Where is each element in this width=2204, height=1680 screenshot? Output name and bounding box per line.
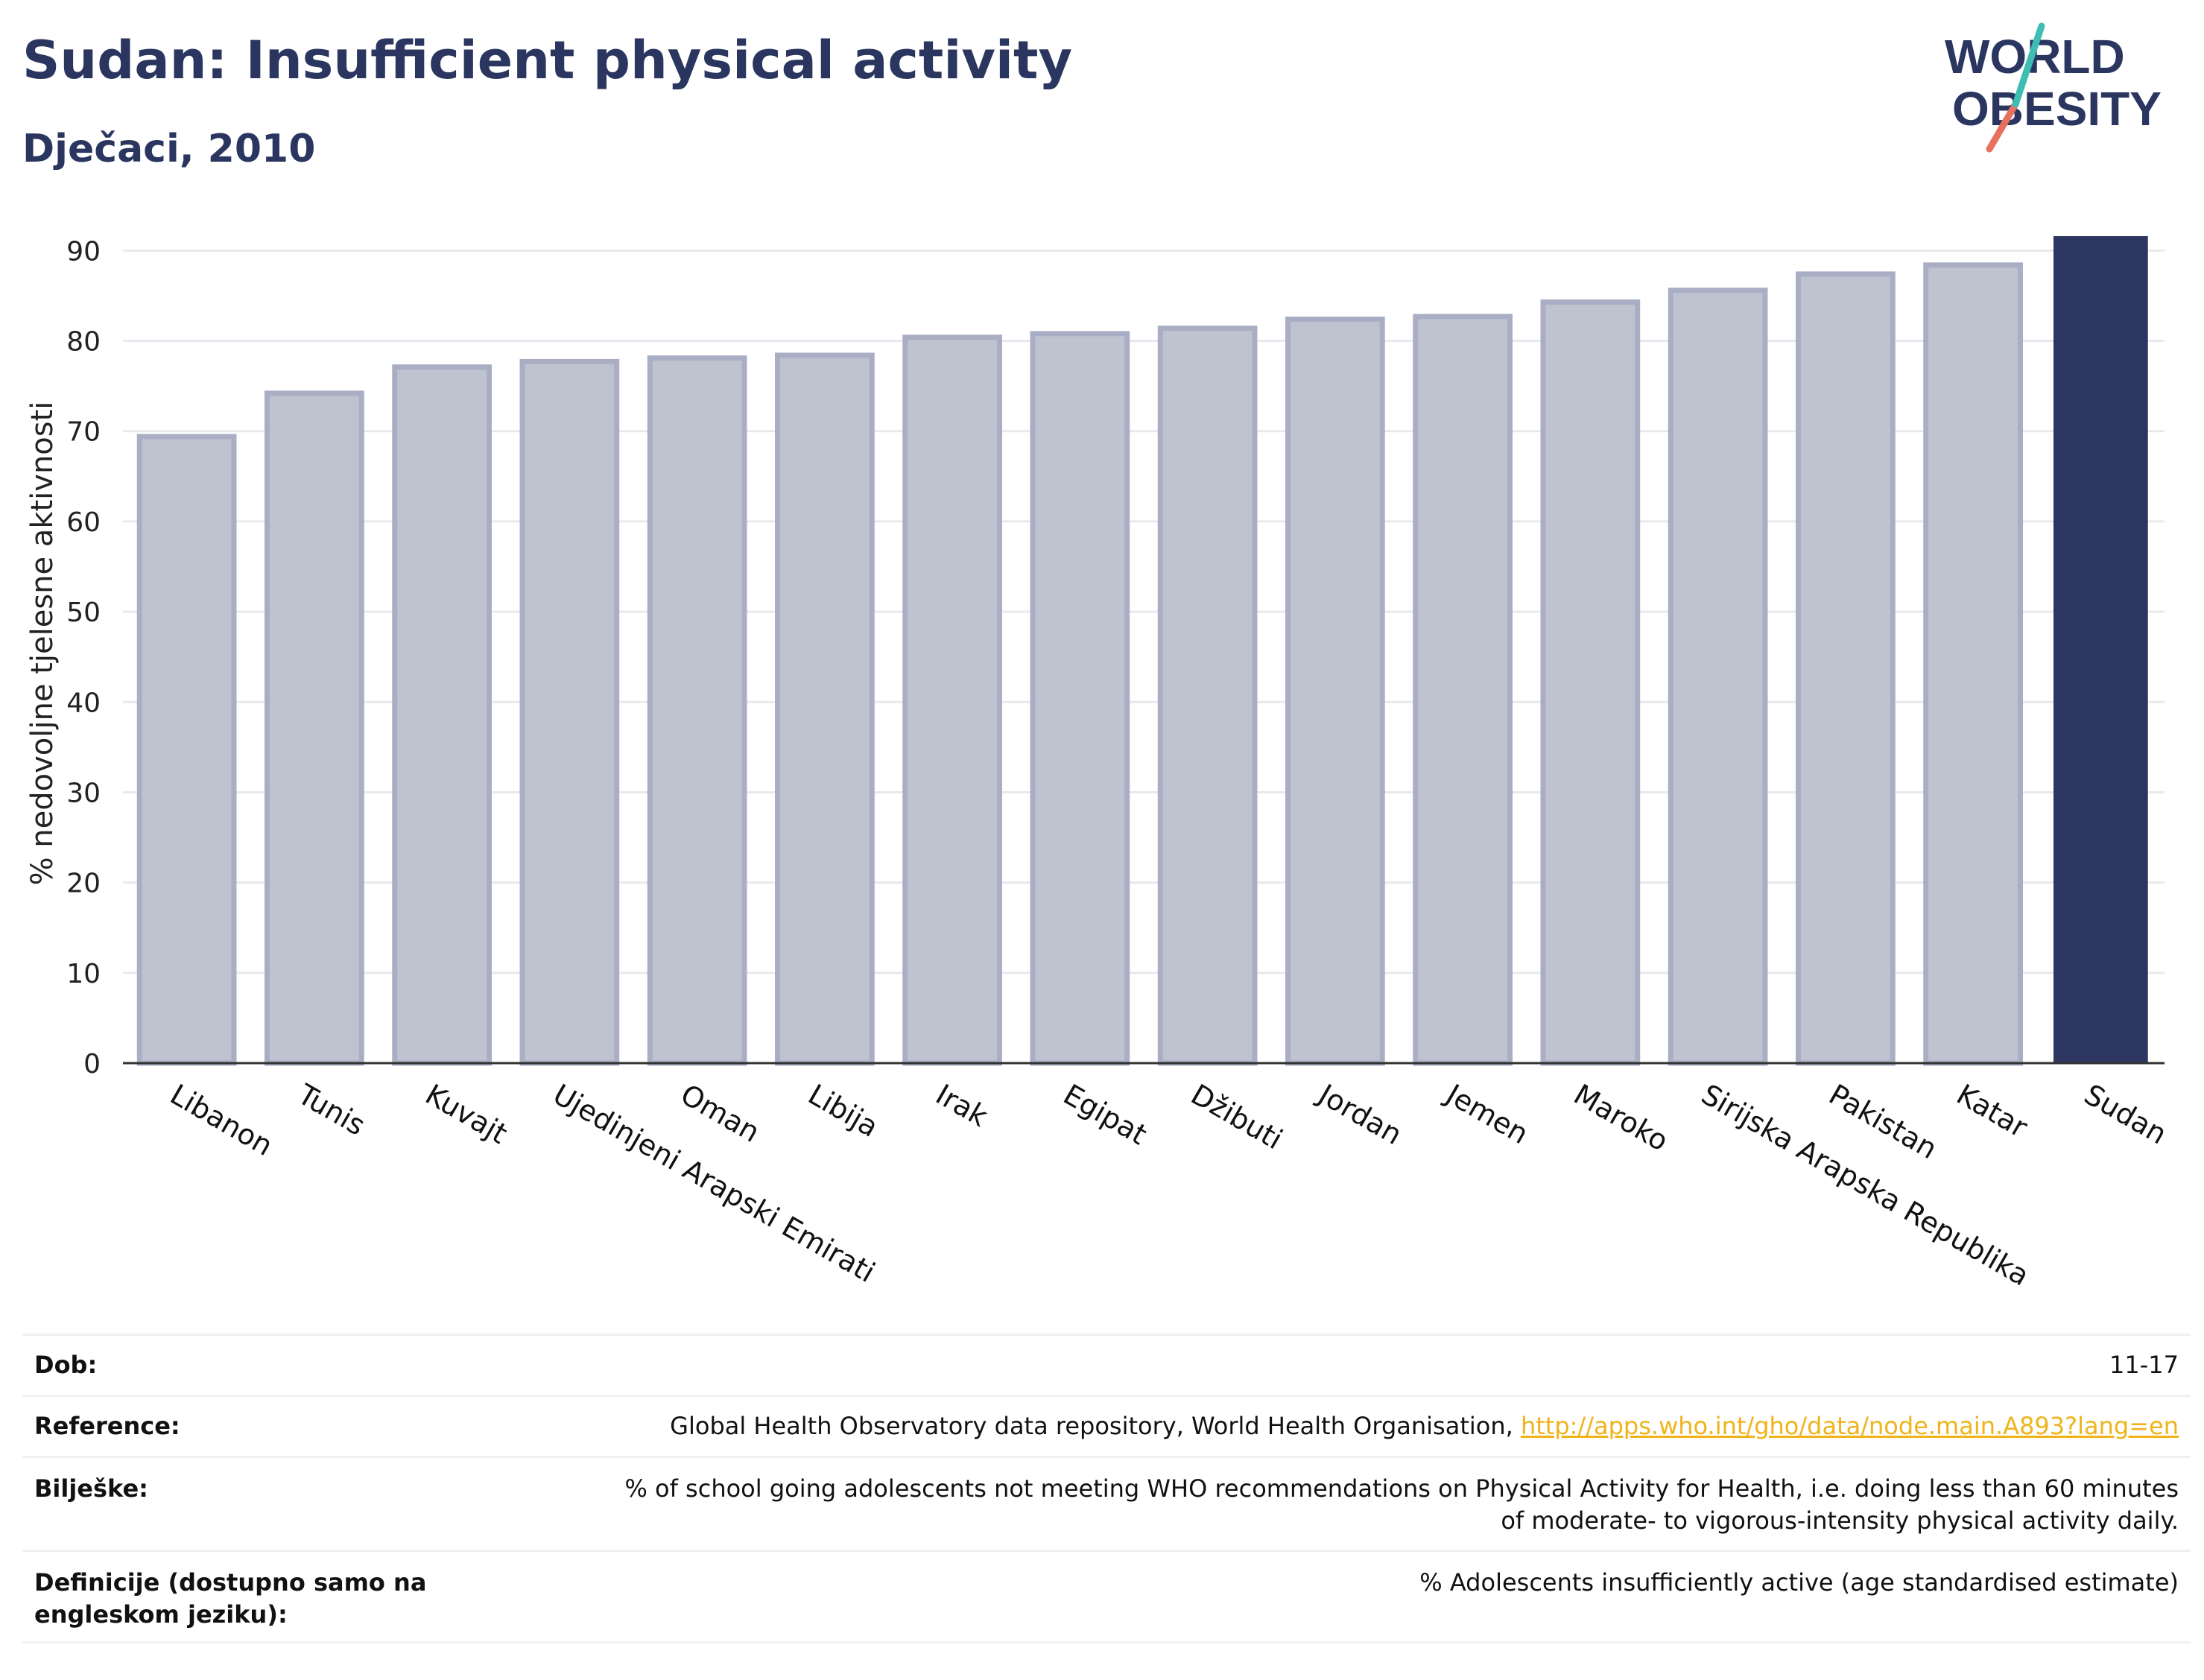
x-tick-label: Sudan <box>2079 1078 2173 1151</box>
y-tick-label: 20 <box>66 869 101 899</box>
logo-text-obesity: OBESITY <box>1952 82 2162 136</box>
meta-label-notes: Bilješke: <box>34 1474 148 1503</box>
y-axis-label: % nedovoljne tjelesne aktivnosti <box>25 402 60 886</box>
meta-value-reference: Global Health Observatory data repositor… <box>670 1410 2191 1442</box>
bar-oman <box>647 355 747 1066</box>
x-tick-label: Jemen <box>1440 1077 1534 1151</box>
bar-libanon <box>136 434 237 1066</box>
y-tick-label: 0 <box>83 1049 101 1080</box>
x-tick-label: Egipat <box>1058 1078 1153 1152</box>
reference-text: Global Health Observatory data repositor… <box>670 1412 1521 1440</box>
meta-row-age: Dob: 11-17 <box>22 1334 2191 1395</box>
bar-maroko <box>1540 299 1641 1066</box>
y-tick-label: 30 <box>66 778 101 808</box>
meta-row-reference: Reference: Global Health Observatory dat… <box>22 1395 2191 1456</box>
metadata-table: Dob: 11-17 Reference: Global Health Obse… <box>22 1334 2191 1643</box>
bar-jemen <box>1413 314 1513 1066</box>
meta-label-age: Dob: <box>34 1351 98 1379</box>
x-tick-label: Tunis <box>292 1077 371 1142</box>
bar-libija <box>775 352 875 1066</box>
bar-pakistan <box>1796 271 1896 1066</box>
x-tick-label: Katar <box>1951 1078 2033 1144</box>
x-tick-label: Kuvajt <box>420 1078 513 1150</box>
bar-sudan <box>2053 235 2148 1063</box>
y-tick-label: 60 <box>66 507 101 538</box>
bar-tunis <box>265 390 364 1066</box>
x-tick-label: Džibuti <box>1185 1078 1288 1156</box>
page-subtitle: Dječaci, 2010 <box>22 127 316 171</box>
bar-kuvajt <box>392 364 492 1066</box>
y-tick-label: 10 <box>66 959 101 989</box>
x-tick-label: Maroko <box>1568 1078 1674 1158</box>
x-tick-label: Libija <box>802 1078 884 1144</box>
meta-label-reference: Reference: <box>34 1412 180 1440</box>
y-tick-label: 40 <box>66 688 101 718</box>
x-tick-label: Jordan <box>1312 1077 1407 1152</box>
meta-value-definitions: % Adolescents insufficiently active (age… <box>1419 1568 2179 1597</box>
meta-row-definitions: Definicije (dostupno samo na engleskom j… <box>22 1550 2191 1643</box>
y-tick-label: 90 <box>66 236 101 267</box>
y-tick-label: 80 <box>66 327 101 358</box>
bar-katar <box>1923 262 2023 1066</box>
bar-egipat <box>1030 331 1130 1066</box>
meta-value-age: 11-17 <box>2109 1351 2179 1379</box>
meta-value-notes: % of school going adolescents not meetin… <box>624 1474 2179 1535</box>
reference-link[interactable]: http://apps.who.int/gho/data/node.main.A… <box>1520 1412 2179 1440</box>
x-tick-label: Irak <box>931 1078 993 1133</box>
meta-label-definitions: Definicije (dostupno samo na engleskom j… <box>34 1568 427 1629</box>
bar-ujedinjeni-arapski-emirati <box>519 358 620 1066</box>
y-tick-label: 50 <box>66 597 101 628</box>
meta-row-notes: Bilješke: % of school going adolescents … <box>22 1456 2191 1550</box>
bar-sirijska-arapska-republika <box>1668 288 1768 1066</box>
x-tick-label: Oman <box>675 1078 765 1149</box>
bar-chart: 0 10 20 30 40 50 60 70 80 90 % nedovoljne tjelesne… <box>25 235 2173 1293</box>
bar-jordan <box>1285 316 1385 1066</box>
page-title: Sudan: Insufficient physical activity <box>22 30 1073 91</box>
bar-džibuti <box>1157 326 1258 1066</box>
x-tick-label: Libanon <box>165 1078 278 1162</box>
bar-irak <box>902 335 1002 1066</box>
y-tick-label: 70 <box>66 417 101 448</box>
world-obesity-logo: WORLD OBESITY <box>1945 22 2162 153</box>
